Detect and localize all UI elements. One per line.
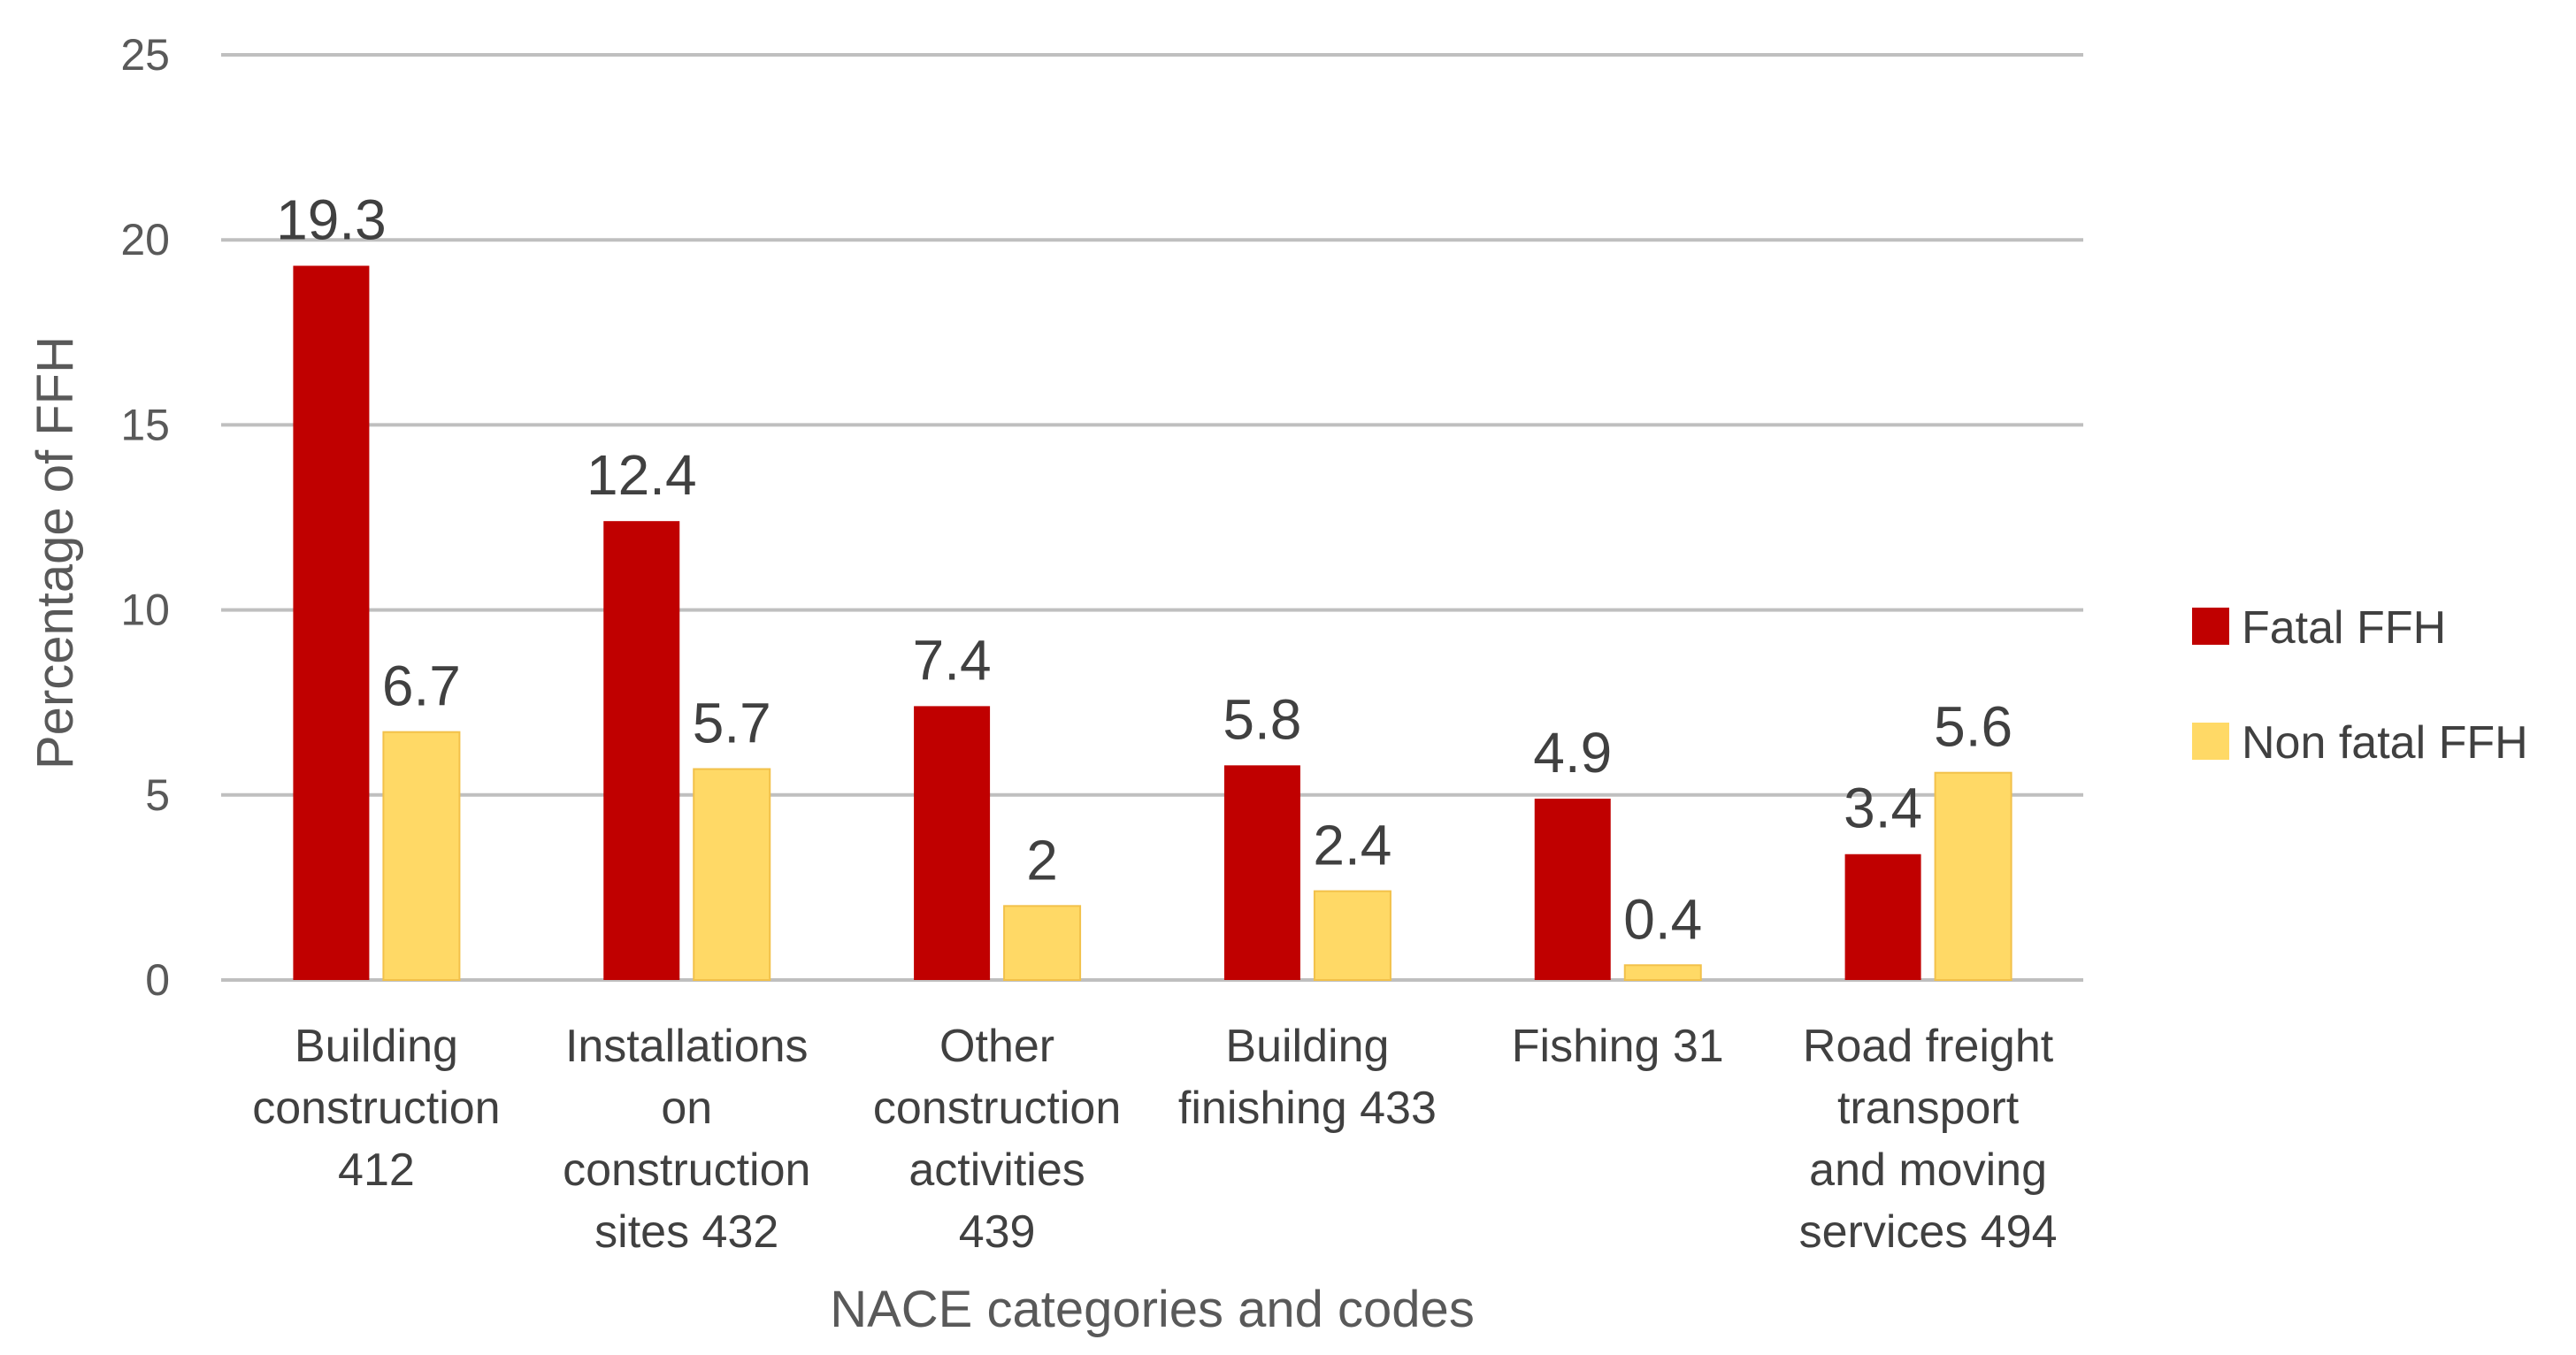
legend-label-fatal: Fatal FFH — [2242, 602, 2446, 654]
non-fatal-bar — [1934, 771, 2012, 981]
y-tick-label: 15 — [120, 400, 170, 449]
legend-label-non-fatal: Non fatal FFH — [2242, 717, 2528, 769]
x-category-label: Installations on construction sites 432 — [563, 1021, 810, 1258]
fatal-bar — [603, 521, 680, 980]
x-category-label: Building construction 412 — [252, 1021, 500, 1196]
non-fatal-bar — [1313, 890, 1392, 981]
fatal-bar — [1223, 765, 1300, 980]
x-category-label: Building finishing 433 — [1178, 1021, 1437, 1134]
legend-swatch-non-fatal — [2192, 723, 2229, 760]
data-labels: 19.3 6.7 12.4 5.7 7.4 2 5.82.4 4.9 0.4 3.45.6 — [276, 188, 2012, 951]
non-fatal-data-label: 5.6 — [1934, 695, 2012, 759]
x-category-label: Fishing 31 — [1512, 1021, 1724, 1072]
fatal-data-label: 12.4 — [586, 443, 697, 507]
non-fatal-bar — [1003, 905, 1082, 981]
fatal-bar — [914, 706, 991, 980]
non-fatal-data-label: 0.4 — [1623, 887, 1702, 951]
non-fatal-bar — [1623, 964, 1702, 982]
y-tick-label: 20 — [120, 215, 170, 264]
fatal-data-label: 7.4 — [913, 628, 992, 692]
fatal-data-label: 19.3 — [276, 188, 387, 251]
x-category-label: Other construction activities 439 — [873, 1021, 1121, 1258]
x-axis-categories: Building construction 412 Installations on co… — [252, 1021, 2057, 1258]
non-fatal-data-label: 6.7 — [382, 655, 461, 718]
y-axis-ticks: 0 5 10 15 20 25 — [120, 30, 170, 1005]
y-axis-title: Percentage of FFH — [27, 336, 84, 769]
legend-swatch-fatal — [2192, 608, 2229, 645]
non-fatal-data-label: 5.7 — [693, 692, 771, 755]
fatal-bar — [1844, 854, 1921, 980]
fatal-bar — [1534, 798, 1611, 980]
non-fatal-bar — [382, 731, 461, 981]
non-fatal-bar — [693, 768, 771, 982]
x-axis-title: NACE categories and codes — [830, 1281, 1475, 1338]
fatal-data-label: 4.9 — [1533, 721, 1612, 785]
bars — [293, 265, 2012, 982]
gridlines — [221, 53, 2083, 982]
legend: Fatal FFH Non fatal FFH — [2192, 602, 2528, 769]
y-tick-label: 5 — [145, 770, 170, 820]
x-category-label: Road freight transport and moving services … — [1799, 1021, 2058, 1258]
y-tick-label: 10 — [120, 586, 170, 635]
y-tick-label: 25 — [120, 30, 170, 80]
fatal-bar — [293, 265, 370, 980]
fatal-data-label: 5.8 — [1223, 687, 1301, 751]
fatal-data-label: 3.4 — [1844, 777, 1922, 840]
non-fatal-data-label: 2.4 — [1313, 814, 1392, 877]
non-fatal-data-label: 2 — [1026, 828, 1058, 892]
y-tick-label: 0 — [145, 955, 170, 1005]
